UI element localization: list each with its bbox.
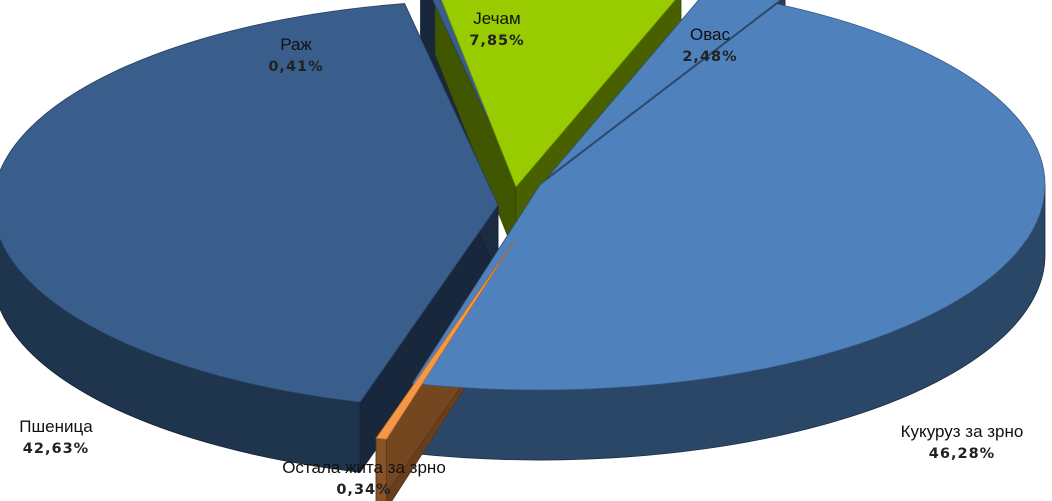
slice-label-name: Остала жита за зрно <box>282 458 446 477</box>
slice-5-top <box>441 0 676 188</box>
slice-3-top <box>0 3 499 403</box>
slice-label-value: 2,48% <box>682 49 737 65</box>
slice-2-top <box>375 240 515 440</box>
slice-label-name: Раж <box>280 35 312 54</box>
slice-label-value: 0,41% <box>268 59 323 75</box>
slice-label-name: Пшеница <box>19 417 93 436</box>
slice-label-value: 0,34% <box>336 482 391 498</box>
pie-labels: Кукуруз за зрно 46,28% Остала жита за зрно… <box>19 9 1023 498</box>
slice-1-top <box>411 3 1046 391</box>
slice-label-value: 42,63% <box>23 441 89 457</box>
slice-label-value: 7,85% <box>469 33 524 49</box>
pie-top-layer <box>0 0 1046 440</box>
slice-label-value: 46,28% <box>929 446 995 462</box>
slice-6-top <box>547 0 781 178</box>
slice-label-name: Овас <box>690 25 731 44</box>
slice-label-name: Јечам <box>473 9 520 28</box>
slice-label-name: Кукуруз за зрно <box>901 422 1024 441</box>
